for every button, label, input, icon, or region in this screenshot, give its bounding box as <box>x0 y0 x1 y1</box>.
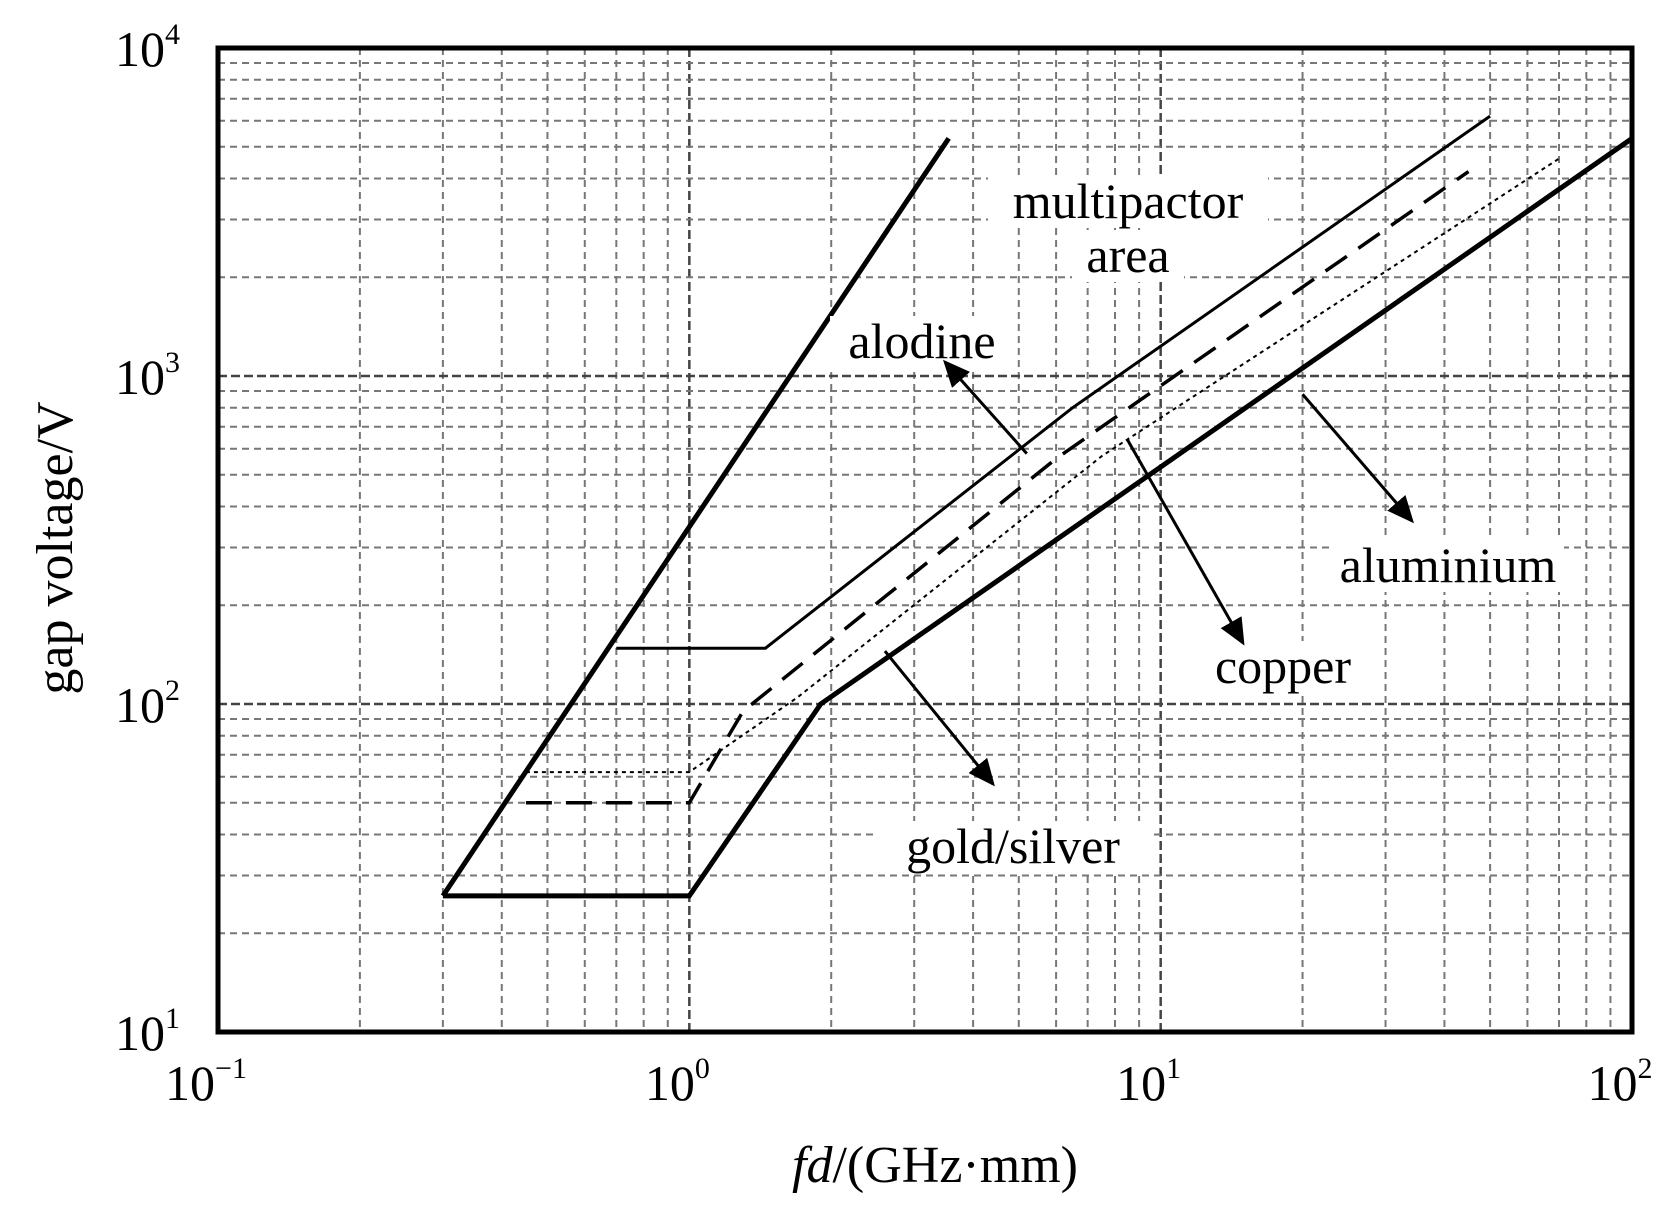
x-tick-label: 10−1 <box>165 1052 247 1111</box>
series-group <box>440 114 1634 899</box>
annotation-alodine-text: alodine <box>848 313 995 369</box>
annotation-aluminium-arrow <box>1301 393 1414 524</box>
series-line-thick <box>442 136 1634 899</box>
y-tick-label: 103 <box>115 346 180 405</box>
series-line-thick <box>440 137 951 898</box>
y-axis-label: gap voltage/V <box>27 401 84 694</box>
annotation-alodine-arrow <box>943 359 1028 455</box>
annotation-copper-bg <box>1203 641 1363 693</box>
tick-labels: 10−1 100 101 102 101 102 103 104 <box>115 18 1653 1111</box>
annotation-aluminium-text: aluminium <box>1340 537 1557 593</box>
x-tick-label: 102 <box>1588 1052 1653 1111</box>
annotation-gold-silver-text: gold/silver <box>906 818 1120 874</box>
y-tick-label: 104 <box>115 18 180 77</box>
x-axis-label-italic: fd <box>792 1137 833 1194</box>
x-axis-label: fd/(GHz·mm) <box>792 1137 1078 1194</box>
annotation-gold-silver-arrow <box>883 650 995 787</box>
series-line-thin <box>616 114 1491 650</box>
plot-frame <box>215 45 1635 1035</box>
y-tick-label: 101 <box>115 1002 180 1061</box>
annotation-multipactor-area-text: multipactor <box>1013 173 1244 229</box>
annotation-copper-arrow <box>1126 438 1245 646</box>
series-line-dotted <box>525 157 1560 774</box>
annotation-multipactor-area-text: area <box>1086 227 1169 283</box>
annotation-multipactor-area-bg <box>1072 230 1184 282</box>
y-tick-label: 102 <box>115 674 180 733</box>
annotation-aluminium-bg <box>1332 540 1564 592</box>
annotation-gold-silver-bg <box>873 821 1153 873</box>
annotation-alodine-bg <box>830 316 1014 368</box>
annotation-copper-text: copper <box>1215 638 1351 694</box>
x-tick-label: 101 <box>1116 1052 1181 1111</box>
x-tick-label: 100 <box>645 1052 710 1111</box>
annotation-multipactor-area-bg <box>988 176 1268 228</box>
x-axis-label-unit: /(GHz·mm) <box>832 1137 1077 1194</box>
